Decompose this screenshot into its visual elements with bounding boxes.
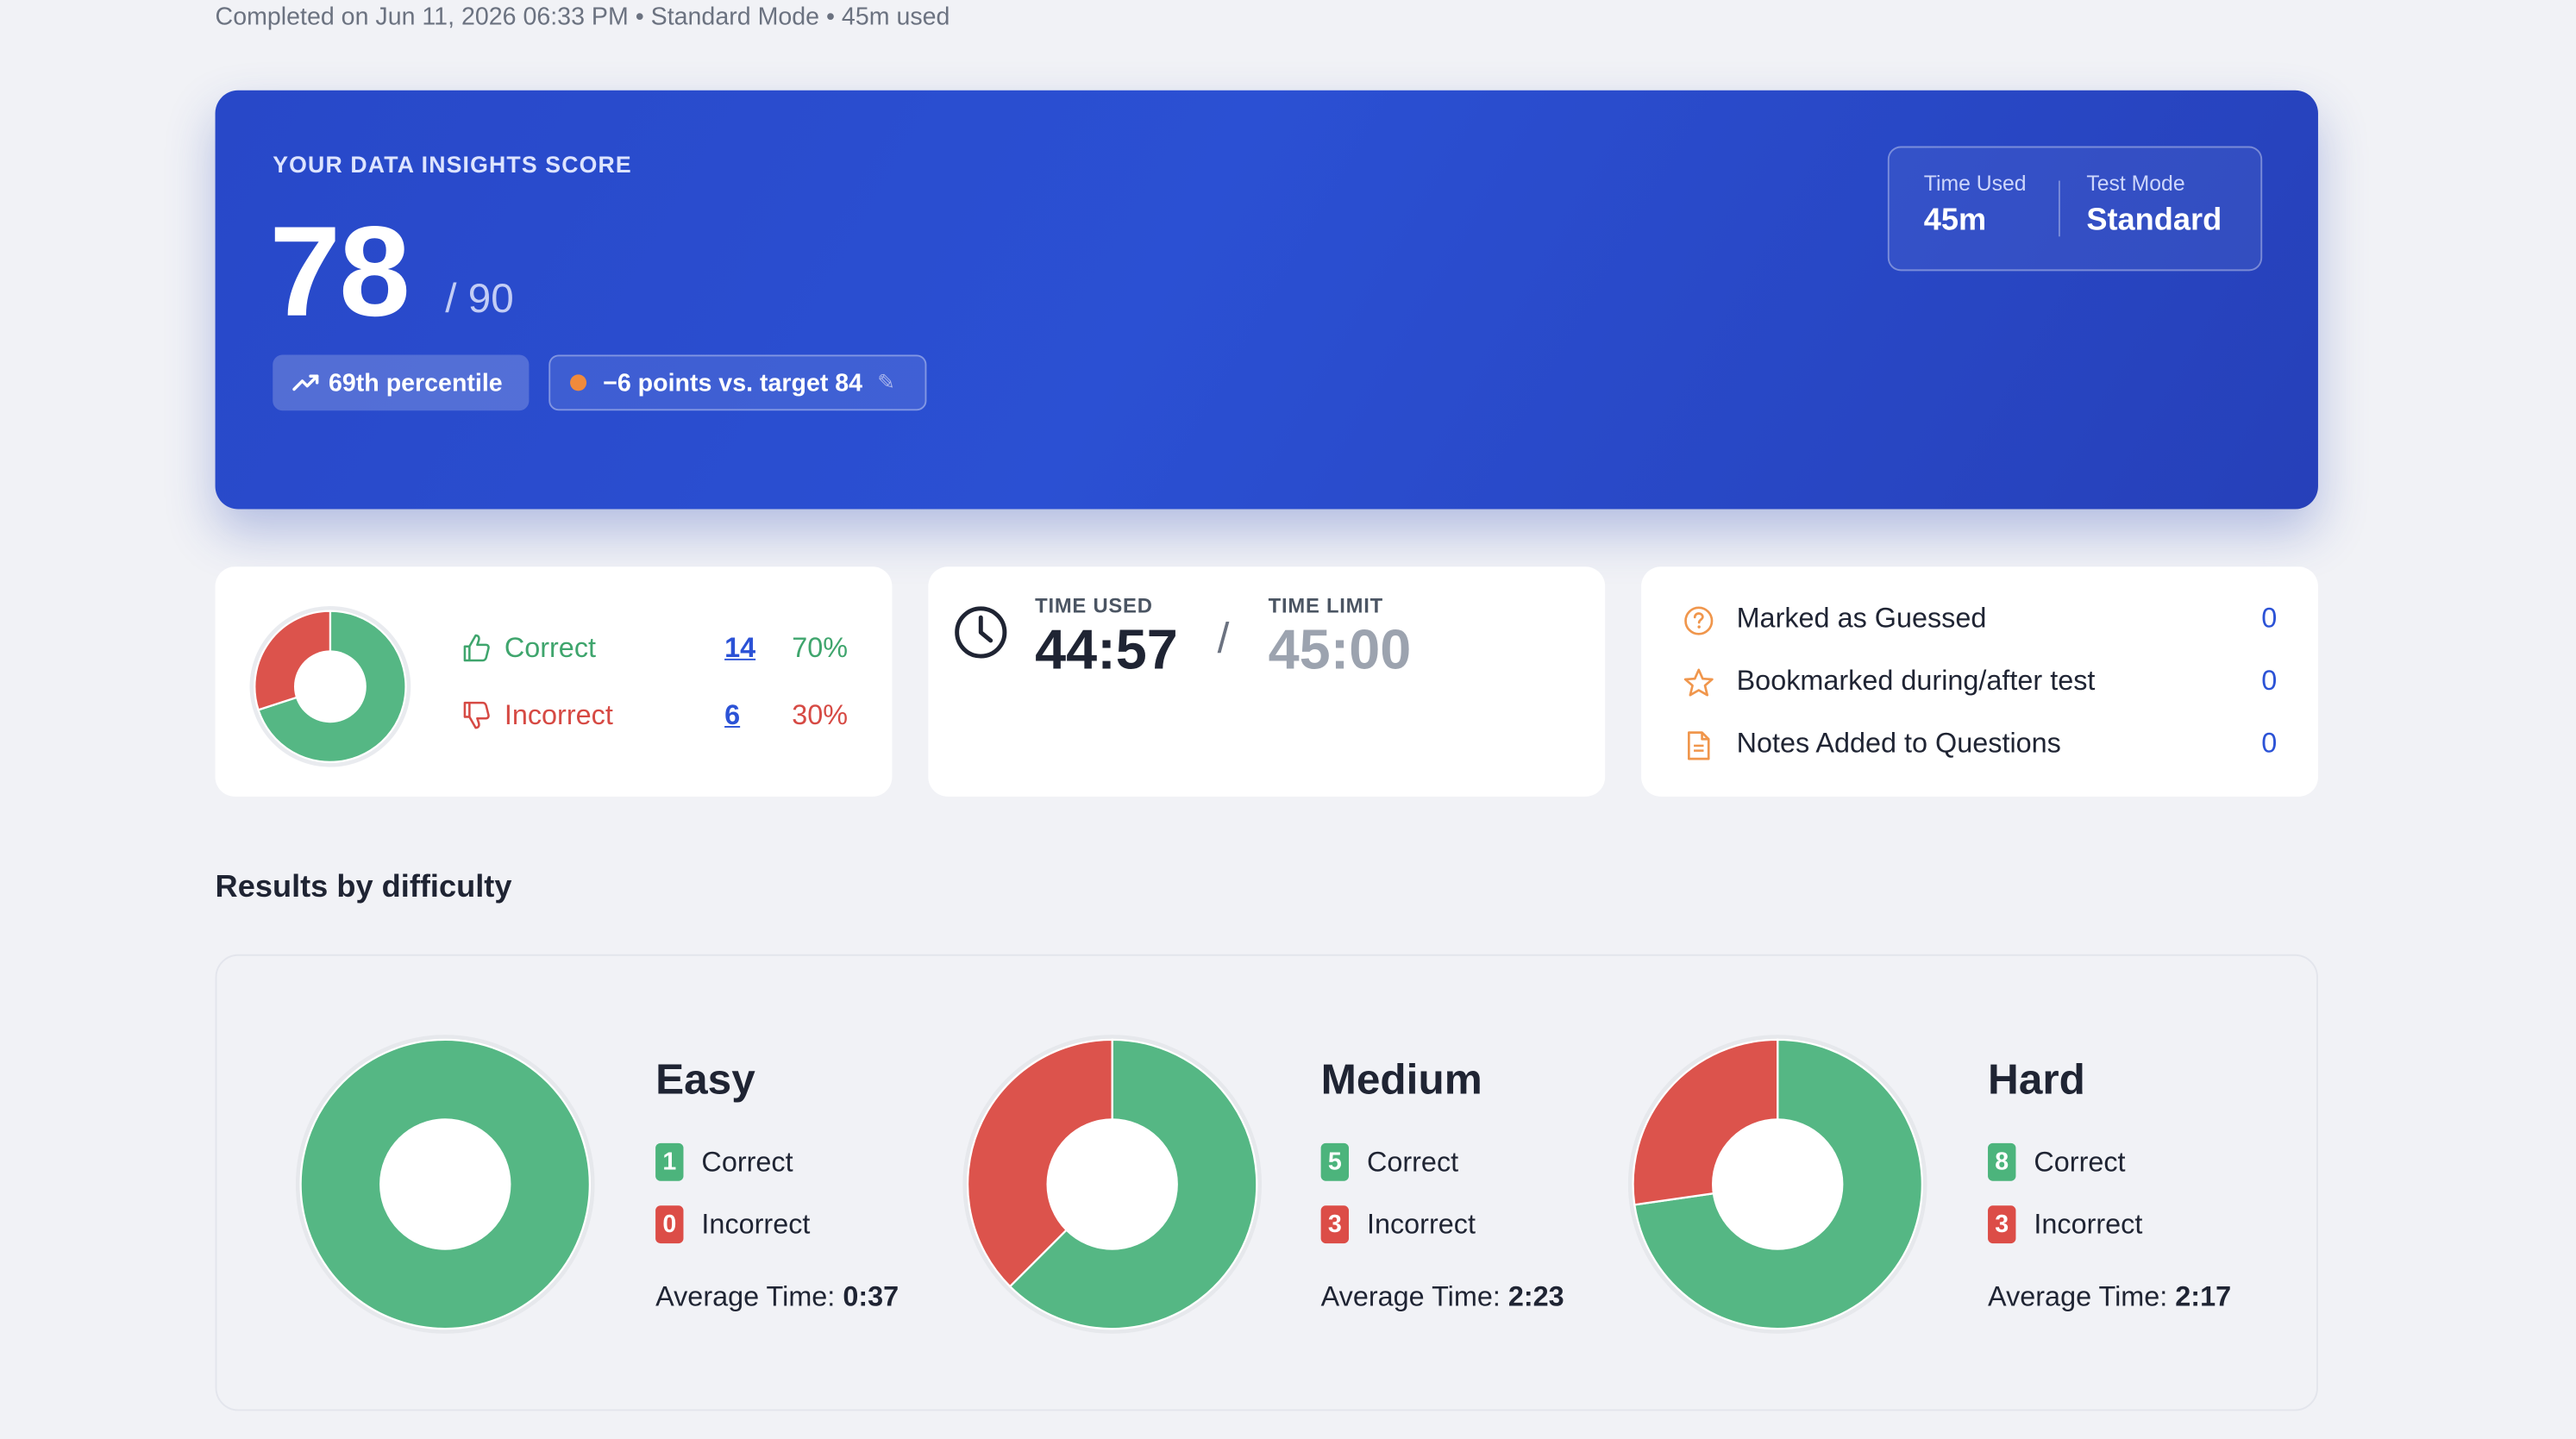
easy-incorrect-label: Incorrect (701, 1208, 811, 1240)
easy-average-label: Average Time: (655, 1280, 836, 1313)
notes-row[interactable]: Notes Added to Questions 0 (1683, 726, 2278, 766)
time-used-label: Time Used (1923, 171, 2027, 196)
hard-average-value: 2:17 (2175, 1280, 2232, 1313)
bookmarked-row[interactable]: Bookmarked during/after test 0 (1683, 664, 2278, 704)
test-mode-stat: Test Mode Standard (2086, 171, 2222, 240)
medium-correct-row: 5 Correct (1320, 1142, 1459, 1181)
notes-count: 0 (2261, 727, 2278, 760)
time-separator: / (1217, 612, 1230, 662)
easy-incorrect-badge: 0 (655, 1205, 684, 1244)
easy-average-value: 0:37 (843, 1280, 899, 1313)
easy-average-time: Average Time: 0:37 (655, 1281, 899, 1314)
question-circle-icon (1684, 606, 1714, 635)
score-hero-card: YOUR DATA INSIGHTS SCORE 78 / 90 69th pe… (215, 90, 2318, 510)
medium-correct-label: Correct (1366, 1145, 1459, 1177)
medium-incorrect-label: Incorrect (1366, 1208, 1476, 1240)
timing-card: TIME USED 44:57 / TIME LIMIT 45:00 (928, 566, 1606, 797)
accuracy-donut-chart (249, 605, 411, 767)
hard-title: Hard (1988, 1054, 2085, 1104)
guessed-label: Marked as Guessed (1736, 603, 1987, 635)
time-used-caption: TIME USED (1035, 594, 1153, 618)
clock-icon (955, 606, 1007, 659)
time-used-value: 45m (1923, 203, 1987, 239)
easy-correct-badge: 1 (655, 1142, 684, 1181)
hard-correct-badge: 8 (1988, 1142, 2016, 1181)
stat-divider (2058, 180, 2060, 237)
trend-up-icon (292, 374, 319, 391)
easy-incorrect-row: 0 Incorrect (655, 1205, 811, 1244)
guessed-row[interactable]: Marked as Guessed 0 (1683, 601, 2278, 641)
medium-correct-badge: 5 (1320, 1142, 1350, 1181)
difficulty-panel: Easy 1 Correct 0 Incorrect Average Time:… (215, 954, 2318, 1411)
incorrect-label: Incorrect (504, 698, 613, 730)
thumbs-up-icon (463, 634, 490, 662)
completion-meta: Completed on Jun 11, 2026 06:33 PM • Sta… (215, 3, 950, 32)
hard-correct-label: Correct (2034, 1145, 2126, 1177)
medium-incorrect-row: 3 Incorrect (1320, 1205, 1476, 1244)
medium-average-label: Average Time: (1320, 1280, 1501, 1313)
medium-incorrect-badge: 3 (1320, 1205, 1350, 1244)
hard-average-label: Average Time: (1988, 1280, 2168, 1313)
hard-average-time: Average Time: 2:17 (1988, 1281, 2231, 1314)
hard-correct-row: 8 Correct (1988, 1142, 2126, 1181)
easy-correct-row: 1 Correct (655, 1142, 793, 1181)
score-label: YOUR DATA INSIGHTS SCORE (273, 151, 632, 178)
incorrect-summary-row: Incorrect 6 30% (461, 699, 848, 731)
star-icon (1683, 668, 1714, 697)
medium-incorrect-slice (966, 1038, 1113, 1288)
time-used-display: 44:57 (1035, 619, 1178, 682)
guessed-count: 0 (2261, 603, 2278, 635)
thumbs-down-icon (463, 701, 490, 729)
percentile-text: 69th percentile (329, 368, 503, 397)
correct-label: Correct (504, 631, 597, 663)
question-flags-card: Marked as Guessed 0 Bookmarked during/af… (1641, 566, 2318, 797)
notes-label: Notes Added to Questions (1736, 727, 2061, 760)
incorrect-count-link[interactable]: 6 (724, 698, 741, 730)
easy-correct-label: Correct (701, 1145, 793, 1177)
medium-average-time: Average Time: 2:23 (1321, 1281, 1564, 1314)
test-mode-value: Standard (2086, 203, 2222, 239)
hard-incorrect-label: Incorrect (2034, 1208, 2143, 1240)
score-value: 78 (269, 198, 410, 344)
section-title: Results by difficulty (215, 870, 512, 905)
score-max: / 90 (445, 276, 514, 322)
target-text: −6 points vs. target 84 (603, 368, 863, 397)
time-limit-display: 45:00 (1268, 619, 1412, 682)
hero-stats-box: Time Used 45m Test Mode Standard (1887, 146, 2263, 272)
time-limit-caption: TIME LIMIT (1268, 594, 1383, 618)
time-used-stat: Time Used 45m (1924, 171, 2027, 240)
incorrect-percent: 30% (792, 698, 849, 730)
bookmarked-count: 0 (2261, 665, 2278, 697)
edit-pencil-icon[interactable]: ✎ (877, 369, 896, 395)
correct-summary-row: Correct 14 70% (461, 631, 848, 663)
hard-donut-chart (1627, 1035, 1927, 1334)
correct-percent: 70% (792, 631, 849, 663)
note-icon (1688, 731, 1710, 760)
status-dot (570, 374, 587, 391)
medium-donut-chart (962, 1035, 1263, 1334)
hard-incorrect-badge: 3 (1988, 1205, 2016, 1244)
accuracy-summary-card: Correct 14 70% Incorrect 6 30% (215, 566, 893, 797)
medium-title: Medium (1320, 1054, 1482, 1104)
easy-donut-chart (295, 1035, 595, 1334)
percentile-badge: 69th percentile (273, 354, 530, 411)
hard-incorrect-row: 3 Incorrect (1988, 1205, 2143, 1244)
correct-count-link[interactable]: 14 (724, 631, 756, 663)
test-mode-label: Test Mode (2086, 171, 2185, 196)
target-comparison-badge[interactable]: −6 points vs. target 84 ✎ (548, 354, 927, 411)
easy-title: Easy (655, 1054, 755, 1104)
medium-average-value: 2:23 (1507, 1280, 1564, 1313)
bookmarked-label: Bookmarked during/after test (1736, 665, 2096, 697)
